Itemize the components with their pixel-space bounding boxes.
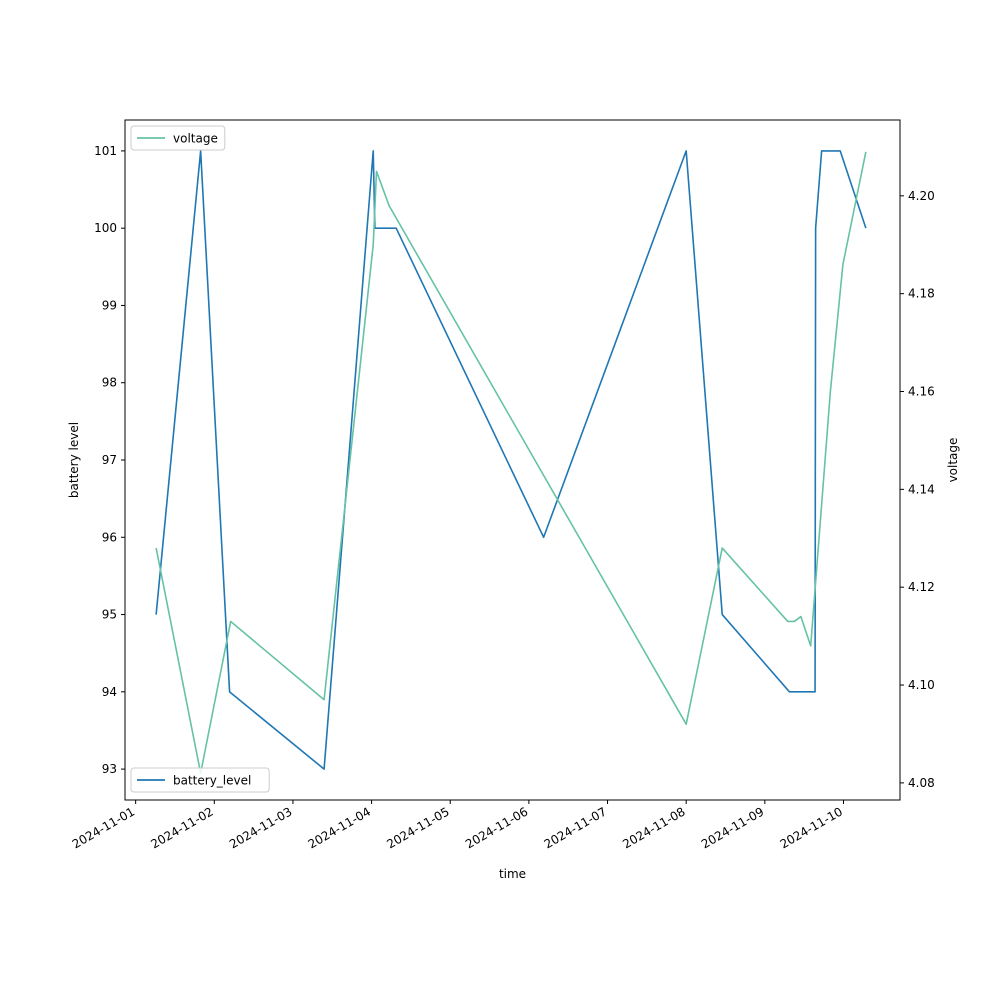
y-right-tick-label: 4.16 [908,385,935,399]
y-right-tick-label: 4.10 [908,678,935,692]
legend-box [130,767,270,793]
legend-label: voltage [173,132,218,146]
y-right-tick-label: 4.08 [908,776,935,790]
x-tick-label: 2024-11-05 [384,804,451,851]
y-left-tick-label: 93 [102,762,117,776]
y-left-axis-label: battery level [67,422,81,498]
legend-battery-level: battery_level [130,767,270,793]
legend-voltage: voltage [130,125,226,151]
y-left-tick-label: 100 [94,221,117,235]
y-left-tick-label: 101 [94,144,117,158]
y-right-tick-label: 4.14 [908,482,935,496]
y-left-tick-label: 94 [102,685,117,699]
y-right-axis-label: voltage [946,438,960,483]
x-tick-label: 2024-11-06 [463,804,530,851]
legend-label: battery_level [173,774,251,788]
x-tick-label: 2024-11-03 [227,804,294,851]
plot-frame [124,119,901,801]
y-right-tick-label: 4.18 [908,287,935,301]
y-left-tick-label: 98 [102,376,117,390]
x-tick-label: 2024-11-04 [306,804,373,851]
y-right-tick-label: 4.20 [908,189,935,203]
x-tick-label: 2024-11-10 [778,804,845,851]
x-tick-label: 2024-11-09 [699,804,766,851]
y-left-tick-label: 99 [102,298,117,312]
x-tick-label: 2024-11-01 [70,804,137,851]
x-tick-label: 2024-11-08 [620,804,687,851]
y-left-tick-label: 96 [102,530,117,544]
x-tick-label: 2024-11-02 [148,804,215,851]
y-left-tick-label: 97 [102,453,117,467]
series-line-battery-level [155,150,867,770]
y-right-tick-label: 4.12 [908,580,935,594]
y-left-tick-label: 95 [102,608,117,622]
x-tick-label: 2024-11-07 [542,804,609,851]
series-line-voltage [155,151,867,774]
x-axis-label: time [499,867,526,881]
legend-box [130,125,226,151]
